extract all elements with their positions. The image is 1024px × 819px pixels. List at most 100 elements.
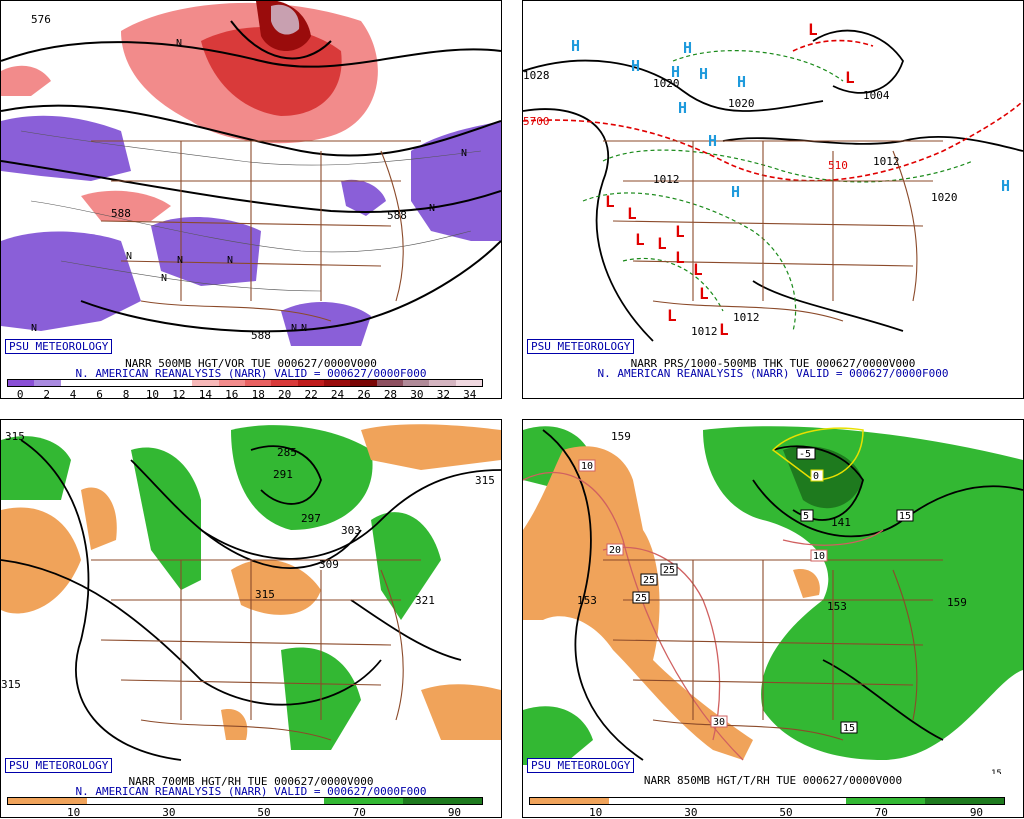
color-scale-tick: 16 <box>225 388 239 399</box>
color-scale-tick: 10 <box>589 806 603 818</box>
high-marker: H <box>631 57 640 75</box>
color-scale-swatch <box>648 798 688 804</box>
vort-positive-area <box>1 65 51 96</box>
contour-label: 309 <box>319 558 339 571</box>
n-marker: N <box>161 273 167 284</box>
color-scale-ticks: 0 2 4 6 8 10 12 14 16 18 20 22 24 26 28 30 32 34 <box>7 388 483 399</box>
color-scale-swatch <box>284 798 324 804</box>
height-contours <box>1 20 501 333</box>
temp-label: 20 <box>609 545 621 556</box>
panel-500mb-vorticity: 576 588 588 588 N N N N N N N N N N PSU … <box>0 0 502 399</box>
color-scale-tick: 30 <box>410 388 424 399</box>
rh-dry-area <box>793 569 820 598</box>
color-scale-tick: 24 <box>330 388 345 399</box>
color-scale-swatch <box>442 798 482 804</box>
low-marker: L <box>657 234 667 253</box>
isobar-label: 1012 <box>653 173 680 186</box>
color-scale-swatch <box>165 380 193 386</box>
n-marker: N <box>176 38 182 49</box>
color-scale-tick: 90 <box>447 806 462 818</box>
low-marker: L <box>845 68 855 87</box>
color-scale-swatch <box>350 380 377 386</box>
isobars <box>523 29 1023 342</box>
map-pressure-thickness: 1028 1020 1020 1020 1004 1012 1012 1012 … <box>523 20 1023 342</box>
temperature-zero-contour <box>771 427 864 481</box>
psu-meteorology-label: PSU METEOROLOGY <box>5 758 113 773</box>
color-scale-swatch <box>429 380 456 386</box>
color-scale-ticks: 10 30 50 70 90 <box>529 806 1005 818</box>
contour-label: 588 <box>111 207 131 220</box>
vort-negative-area <box>151 216 261 286</box>
rh-moist-area <box>231 425 373 530</box>
isobar-label: 1004 <box>863 89 890 102</box>
contour-label: 159 <box>611 430 631 443</box>
temp-label: 10 <box>581 461 593 472</box>
n-marker: N <box>291 323 297 334</box>
color-scale-swatch <box>727 798 767 804</box>
psu-meteorology-label: PSU METEOROLOGY <box>527 758 635 773</box>
state-borders <box>603 559 943 741</box>
map-700mb-rh: 315 285 291 297 303 309 315 321 315 315 <box>1 424 501 761</box>
low-marker: L <box>635 230 645 249</box>
isobar-label: 1020 <box>931 191 958 204</box>
rh-dry-area <box>231 559 321 615</box>
rh-dry-area <box>361 424 501 470</box>
psu-meteorology-label: PSU METEOROLOGY <box>527 339 635 354</box>
vort-max-core <box>271 4 300 35</box>
high-marker: H <box>571 37 580 55</box>
n-marker: N <box>227 255 233 266</box>
vort-negative-area <box>1 115 131 181</box>
temp-label: 10 <box>813 551 825 562</box>
color-scale-tick: 30 <box>684 806 698 818</box>
low-marker: L <box>667 306 677 325</box>
low-marker: L <box>719 320 729 339</box>
thickness-540-line <box>523 39 1023 182</box>
color-scale-swatch <box>8 798 48 804</box>
color-scale-swatch <box>34 380 61 386</box>
color-scale-swatch <box>964 798 1004 804</box>
color-scale-tick: 8 <box>122 388 130 399</box>
vort-contours <box>20 130 482 292</box>
color-scale-tick: 14 <box>198 388 212 399</box>
temp-label: 0 <box>813 471 819 482</box>
color-scale-swatch <box>323 380 351 386</box>
rh-moist-area <box>523 706 593 765</box>
isobar-label: 1012 <box>733 311 760 324</box>
caption-valid: N. AMERICAN REANALYSIS (NARR) VALID = 00… <box>75 367 427 380</box>
isobar-label: 1020 <box>653 77 680 90</box>
color-scale-tick: 70 <box>874 806 888 818</box>
isobar-label: 1012 <box>873 155 900 168</box>
contour-label: 321 <box>415 594 435 607</box>
color-scale-tick: 70 <box>352 806 366 818</box>
color-scale-swatch <box>271 380 298 386</box>
vort-negative-area <box>281 301 371 346</box>
n-marker: N <box>177 255 183 266</box>
color-scale-swatch <box>8 380 35 386</box>
contour-label: 588 <box>251 329 271 342</box>
color-scale-tick: 20 <box>278 388 292 399</box>
color-scale-swatch <box>569 798 609 804</box>
state-borders <box>603 140 943 322</box>
color-scale-swatch <box>885 798 925 804</box>
color-scale-tick: 10 <box>67 806 81 818</box>
vort-positive-area <box>201 27 342 116</box>
color-scale-tick: 4 <box>69 388 77 399</box>
color-scale-tick: 0 <box>16 388 24 399</box>
caption-product: NARR 700MB HGT/RH TUE 000627/0000V000 <box>128 775 374 788</box>
rh-dry-area <box>221 709 248 740</box>
color-scale-swatch <box>60 380 87 386</box>
n-marker: N <box>301 323 307 334</box>
high-marker: H <box>671 63 680 81</box>
color-scale-swatch <box>530 798 570 804</box>
temperature-labels: 10 20 25 25 25 30 15 -5 0 5 10 15 <box>578 447 914 734</box>
contour-label: 315 <box>5 430 25 443</box>
temp-label: 25 <box>635 593 647 604</box>
color-scale-swatch <box>86 380 114 386</box>
low-pressure-markers: L L L L L L L L L L L L <box>605 20 855 339</box>
vort-negative-area <box>341 179 386 216</box>
n-marker: N <box>429 203 435 214</box>
contour-label: 303 <box>341 524 361 537</box>
color-scale-bar <box>529 797 1005 805</box>
color-scale-swatch <box>113 380 140 386</box>
color-scale-swatch <box>455 380 482 386</box>
